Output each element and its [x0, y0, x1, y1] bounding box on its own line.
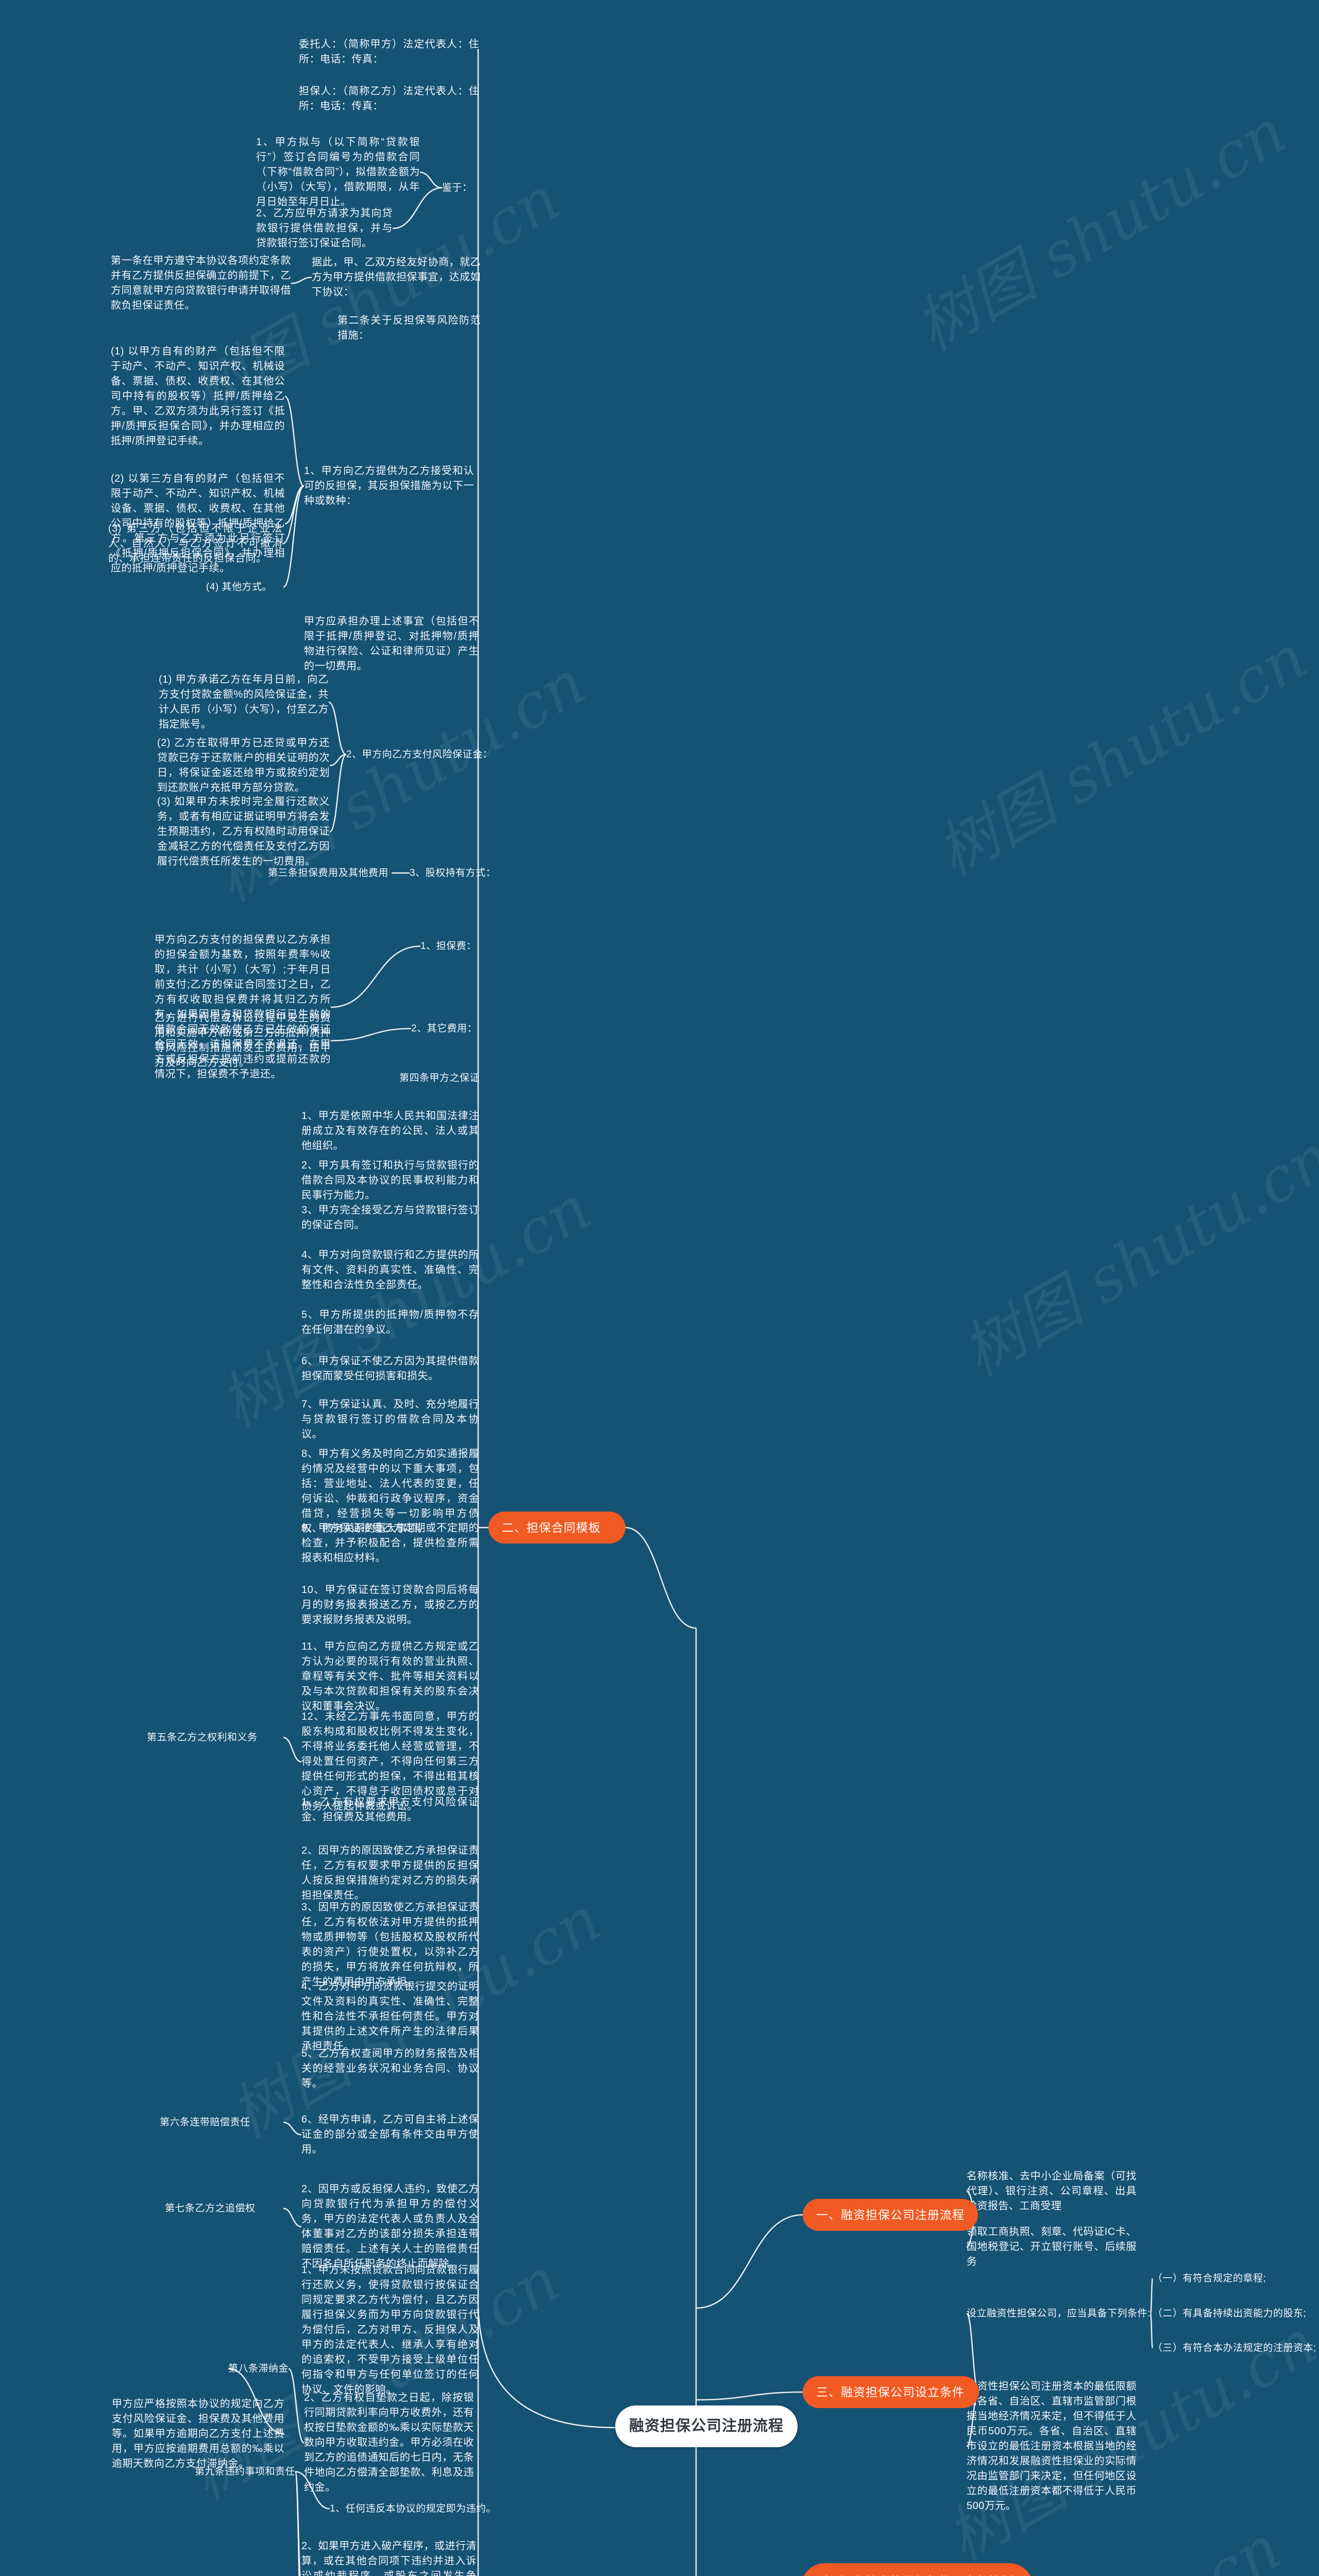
- mindmap-node-r2: 领取工商执照、刻章、代码证IC卡、国地税登记、开立银行账号、后续服务: [967, 2226, 1137, 2267]
- mindmap-node-c24: 2、其它费用：: [411, 1023, 478, 1034]
- mindmap-node-c23: 乙方进行代偿或诉讼过程中发生的费用和实施甲方和/或第三方的抵押/质押等风险控制措…: [155, 1012, 331, 1069]
- mindmap-node-c01: 委托人：（简称甲方）法定代表人：住所：电话：传真：: [299, 39, 479, 65]
- mindmap-node-c06: 第一条在甲方遵守本协议各项约定条款并有乙方提供反担保确立的前提下，乙方同意就甲方…: [111, 255, 291, 311]
- mindmap-node-r7: 融资性担保公司注册资本的最低限额由各省、自治区、直辖市监管部门根据当地经济情况来…: [967, 2381, 1137, 2512]
- mindmap-node-c53: 1、任何违反本协议的规定即为违约。: [330, 2503, 497, 2514]
- mindmap-node-c28: 3、甲方完全接受乙方与贷款银行签订的保证合同。: [301, 1205, 479, 1231]
- mindmap-node-r4: （一）有符合规定的章程;: [1153, 2273, 1266, 2284]
- branch-o2[interactable]: 二、担保合同模板: [488, 1512, 625, 1544]
- branch-o1[interactable]: 一、融资担保公司注册流程: [803, 2199, 978, 2231]
- mindmap-node-c11: 1、甲方向乙方提供为乙方接受和认可的反担保，其反担保措施为以下一种或数种：: [304, 465, 474, 506]
- mindmap-node-c36: 11、甲方应向乙方提供乙方规定或乙方认为必要的现行有效的营业执照、章程等有关文件…: [301, 1641, 479, 1712]
- mindmap-node-c31: 6、甲方保证不使乙方因为其提供借款担保而蒙受任何损害和损失。: [301, 1355, 479, 1382]
- mindmap-node-r1: 名称核准、去中小企业局备案（可找代理）、银行注资、公司章程、出具验资报告、工商受…: [967, 2171, 1137, 2212]
- mindmap-node-c09: (1) 以甲方自有的财产（包括但不限于动产、不动产、知识产权、机械设备、票据、债…: [111, 346, 285, 447]
- mindmap-node-c12: (3) 第三方（包括但不限于企业法人、自然人）与乙方签订不可撤消的、承担连带责任…: [108, 523, 282, 564]
- mindmap-node-c27: 2、甲方具有签订和执行与贷款银行的借款合同及本协议的民事权利能力和民事行为能力。: [301, 1160, 479, 1201]
- mindmap-node-c29: 4、甲方对向贷款银行和乙方提供的所有文件、资料的真实性、准确性、完整性和合法性负…: [301, 1249, 479, 1291]
- mindmap-node-c40: 2、因甲方的原因致使乙方承担保证责任，乙方有权要求甲方提供的反担保人按反担保措施…: [301, 1845, 479, 1901]
- mindmap-node-c49: 2、乙方有权自垫款之日起，除按银行同期贷款利率向甲方收费外，还有权按日垫款金额的…: [304, 2392, 474, 2493]
- mindmap-node-c34: 9、甲方保证接受乙方定期或不定期的检查，并予积极配合，提供检查所需报表和相应材料…: [301, 1522, 479, 1564]
- mindmap-node-c20: 3、股权持有方式：: [410, 868, 496, 878]
- mindmap-node-c38: 第五条乙方之权利和义务: [147, 1732, 258, 1743]
- branch-o5[interactable]: （五）有健全的组织机构、内部控制和风险管理制度;: [801, 2563, 1033, 2576]
- mindmap-node-c43: 5、乙方有权查阅甲方的财务报告及相关的经营业务状况和业务合同、协议等。: [301, 2048, 479, 2089]
- mindmap-node-c44: 6、经甲方申请，乙方可自主将上述保证金的部分或全部有条件交由甲方使用。: [301, 2114, 479, 2155]
- mindmap-node-c19: 第三条担保费用及其他费用: [268, 868, 389, 878]
- mindmap-node-c50: 第八条滞纳金: [228, 2363, 289, 2374]
- mindmap-node-c21: 甲方向乙方支付的担保费以乙方承担的担保金额为基数，按照年费率%收取，共计（小写）…: [155, 934, 331, 1080]
- mindmap-node-c32: 7、甲方保证认真、及时、充分地履行与贷款银行签订的借款合同及本协议。: [301, 1399, 479, 1440]
- mindmap-node-c39: 1、乙方有权要求甲方支付风险保证金、担保费及其他费用。: [301, 1797, 479, 1823]
- mindmap-node-c33: 8、甲方有义务及时向乙方如实通报履约情况及经营中的以下重大事项，包括：营业地址、…: [301, 1448, 479, 1534]
- mindmap-node-c07: 据此，甲、乙双方经友好协商，就乙方为甲方提供借款担保事宜，达成如下协议：: [312, 257, 481, 298]
- mindmap-node-c30: 5、甲方所提供的抵押物/质押物不存在任何潜在的争议。: [301, 1309, 479, 1335]
- root-topic[interactable]: 融资担保公司注册流程: [615, 2405, 798, 2447]
- mindmap-node-r6: （三）有符合本办法规定的注册资本;: [1153, 2343, 1316, 2353]
- mindmap-node-c26: 1、甲方是依照中华人民共和国法律注册成立及有效存在的公民、法人或其他组织。: [301, 1110, 479, 1151]
- mindmap-node-c35: 10、甲方保证在签订贷款合同后将每月的财务报表报送乙方，或按乙方的要求报财务报表…: [301, 1584, 479, 1625]
- mindmap-node-c08: 第二条关于反担保等风险防范措施：: [337, 315, 481, 341]
- mindmap-node-c52: 第九条违约事项和责任: [195, 2466, 296, 2477]
- mindmap-node-c10: (2) 以第三方自有的财产（包括但不限于动产、不动产、知识产权、机械设备、票据、…: [111, 473, 285, 574]
- mindmap-node-c13: (4) 其他方式。: [206, 582, 273, 592]
- mindmap-node-c51: 甲方应严格按照本协议的规定向乙方支付风险保证金、担保费及其他费用等。如果甲方逾期…: [112, 2398, 284, 2469]
- mindmap-node-c41: 3、因甲方的原因致使乙方承担保证责任，乙方有权依法对甲方提供的抵押物或质押物等（…: [301, 1902, 479, 1988]
- mindmap-node-c47: 第七条乙方之追偿权: [165, 2203, 256, 2214]
- mindmap-node-c18: (3) 如果甲方未按时完全履行还款义务，或者有相应证据证明甲方将会发生预期违约，…: [157, 796, 330, 867]
- mindmap-node-c16: (2) 乙方在取得甲方已还贷或甲方还贷款已存于还款账户的相关证明的次日，将保证金…: [157, 737, 330, 793]
- mindmap-node-c15: (1) 甲方承诺乙方在年月日前，向乙方支付贷款金额%的风险保证金，共计人民币（小…: [159, 674, 329, 730]
- mindmap-node-c45: 第六条连带赔偿责任: [160, 2117, 250, 2128]
- mindmap-node-c48: 1、甲方未按照贷款合同向贷款银行履行还款义务，使得贷款银行按保证合同规定要求乙方…: [301, 2264, 479, 2395]
- mindmap-node-c54: 2、如果甲方进入破产程序，或进行清算，或在其他合同项下违约并进入诉讼或仲裁程序，…: [301, 2540, 477, 2576]
- branch-o3[interactable]: 三、融资担保公司设立条件: [803, 2376, 979, 2408]
- mindmap-node-c14: 甲方应承担办理上述事宜（包括但不限于抵押/质押登记、对抵押物/质押物进行保险、公…: [304, 616, 479, 672]
- mindmap-node-c37: 12、未经乙方事先书面同意，甲方的股东构成和股权比例不得发生变化，不得将业务委托…: [301, 1711, 479, 1812]
- mindmap-node-c42: 4、乙方对甲方向贷款银行提交的证明文件及资料的真实性、准确性、完整性和合法性不承…: [301, 1981, 479, 2052]
- mindmap-node-c25: 第四条甲方之保证: [399, 1073, 480, 1083]
- mindmap-node-c04: 鉴于：: [442, 182, 472, 193]
- mindmap-node-c03: 1、甲方拟与（以下简称“贷款银行”）签订合同编号为的借款合同（下称“借款合同”）…: [256, 137, 420, 208]
- mindmap-node-c22: 1、担保费：: [420, 941, 477, 952]
- mindmap-node-c17: 2、甲方向乙方支付风险保证金：: [346, 749, 493, 760]
- mindmap-node-r3: 设立融资性担保公司，应当具备下列条件:: [967, 2308, 1151, 2319]
- mindmap-node-c02: 担保人：（简称乙方）法定代表人：住所：电话：传真：: [299, 86, 479, 112]
- mindmap-node-c05: 2、乙方应甲方请求为其向贷款银行提供借款担保，并与贷款银行签订保证合同。: [256, 208, 393, 249]
- mindmap-node-c46: 2、因甲方或反担保人违约，致使乙方向贷款银行代为承担甲方的偿付义务，甲方的法定代…: [301, 2183, 479, 2269]
- mindmap-node-r5: （二）有具备持续出资能力的股东;: [1153, 2308, 1307, 2319]
